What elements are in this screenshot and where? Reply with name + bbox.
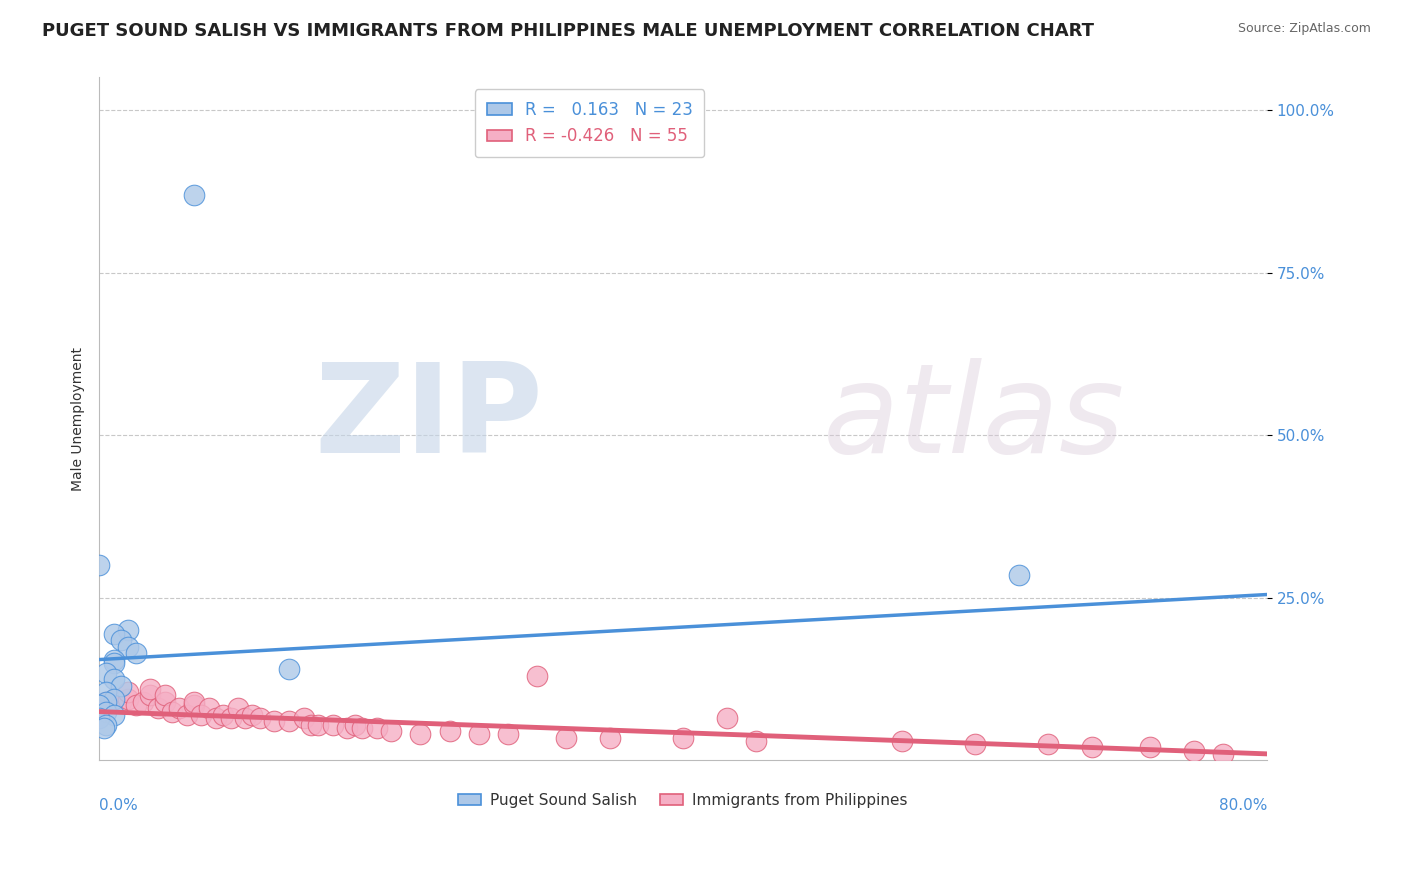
- Point: [555, 731, 578, 745]
- Point: [205, 711, 228, 725]
- Point: [496, 727, 519, 741]
- Point: [139, 689, 162, 703]
- Point: [350, 721, 373, 735]
- Point: [226, 701, 249, 715]
- Point: [963, 737, 986, 751]
- Point: [190, 707, 212, 722]
- Point: [409, 727, 432, 741]
- Point: [380, 724, 402, 739]
- Point: [336, 721, 359, 735]
- Point: [366, 721, 388, 735]
- Point: [89, 711, 111, 725]
- Point: [139, 681, 162, 696]
- Point: [103, 672, 125, 686]
- Point: [343, 717, 366, 731]
- Point: [96, 717, 118, 731]
- Text: 80.0%: 80.0%: [1219, 798, 1267, 814]
- Point: [146, 701, 169, 715]
- Point: [716, 711, 738, 725]
- Point: [277, 662, 299, 676]
- Point: [307, 717, 329, 731]
- Point: [212, 707, 235, 722]
- Y-axis label: Male Unemployment: Male Unemployment: [72, 347, 86, 491]
- Point: [1212, 747, 1234, 761]
- Point: [110, 633, 132, 648]
- Point: [183, 695, 205, 709]
- Point: [1036, 737, 1059, 751]
- Point: [160, 705, 183, 719]
- Point: [89, 698, 111, 712]
- Point: [263, 714, 285, 729]
- Point: [103, 707, 125, 722]
- Point: [103, 691, 125, 706]
- Point: [117, 691, 139, 706]
- Point: [249, 711, 271, 725]
- Point: [103, 656, 125, 670]
- Point: [169, 701, 191, 715]
- Point: [96, 685, 118, 699]
- Point: [183, 698, 205, 712]
- Point: [110, 695, 132, 709]
- Point: [242, 707, 264, 722]
- Point: [117, 685, 139, 699]
- Point: [1139, 740, 1161, 755]
- Point: [439, 724, 461, 739]
- Point: [277, 714, 299, 729]
- Legend: Puget Sound Salish, Immigrants from Philippines: Puget Sound Salish, Immigrants from Phil…: [453, 787, 914, 814]
- Point: [96, 695, 118, 709]
- Point: [197, 701, 219, 715]
- Point: [299, 717, 322, 731]
- Text: 0.0%: 0.0%: [100, 798, 138, 814]
- Point: [89, 698, 111, 712]
- Point: [672, 731, 695, 745]
- Point: [1182, 744, 1205, 758]
- Point: [153, 689, 176, 703]
- Point: [93, 721, 115, 735]
- Point: [117, 640, 139, 654]
- Point: [219, 711, 242, 725]
- Point: [96, 665, 118, 680]
- Text: Source: ZipAtlas.com: Source: ZipAtlas.com: [1237, 22, 1371, 36]
- Text: PUGET SOUND SALISH VS IMMIGRANTS FROM PHILIPPINES MALE UNEMPLOYMENT CORRELATION : PUGET SOUND SALISH VS IMMIGRANTS FROM PH…: [42, 22, 1094, 40]
- Point: [176, 707, 198, 722]
- Text: atlas: atlas: [824, 359, 1125, 479]
- Point: [89, 558, 111, 573]
- Point: [96, 705, 118, 719]
- Point: [124, 646, 146, 660]
- Point: [745, 734, 768, 748]
- Point: [599, 731, 621, 745]
- Point: [103, 626, 125, 640]
- Point: [292, 711, 315, 725]
- Point: [153, 695, 176, 709]
- Point: [103, 691, 125, 706]
- Point: [322, 717, 344, 731]
- Point: [96, 695, 118, 709]
- Point: [467, 727, 489, 741]
- Point: [1081, 740, 1104, 755]
- Text: ZIP: ZIP: [314, 359, 543, 479]
- Point: [103, 652, 125, 666]
- Point: [1008, 568, 1031, 582]
- Point: [124, 698, 146, 712]
- Point: [132, 695, 155, 709]
- Point: [526, 669, 548, 683]
- Point: [183, 187, 205, 202]
- Point: [233, 711, 256, 725]
- Point: [117, 624, 139, 638]
- Point: [110, 679, 132, 693]
- Point: [891, 734, 914, 748]
